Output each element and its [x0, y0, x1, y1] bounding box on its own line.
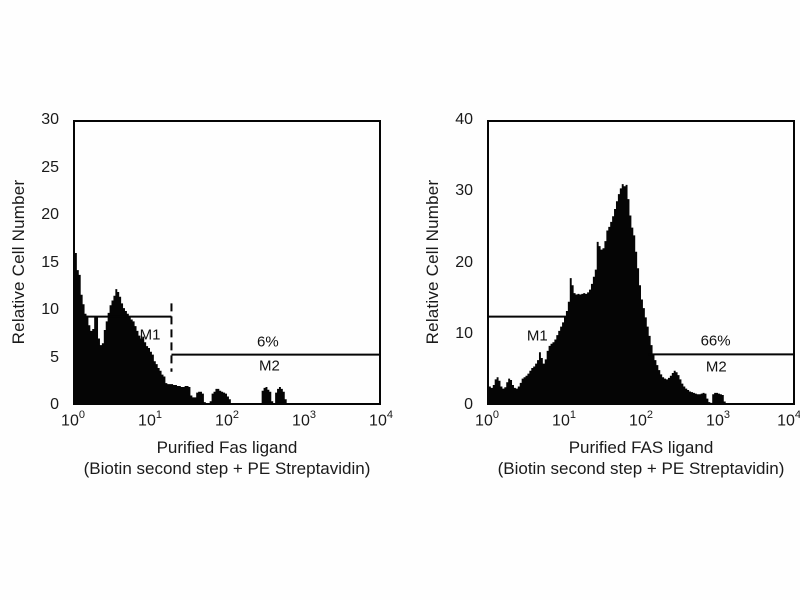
x-axis-tick-labels: 100 101 102 103 104: [475, 409, 800, 434]
plot-border: [487, 120, 795, 405]
x-tick-label: 102: [629, 409, 653, 430]
plot-area: M1 66% M2: [487, 120, 795, 405]
m1-gate-label: M1: [139, 326, 161, 344]
x-tick-label: 103: [706, 409, 730, 430]
y-tick-label: 30: [41, 111, 59, 128]
x-tick-label: 104: [369, 409, 393, 430]
x-tick-label: 103: [292, 409, 316, 430]
histogram-svg: [73, 120, 381, 405]
histogram-distribution: [487, 184, 795, 405]
m2-gate-label: M2: [705, 358, 727, 376]
x-tick-label: 100: [475, 409, 499, 430]
m1-gate-label: M1: [526, 327, 548, 345]
y-tick-label: 10: [41, 301, 59, 318]
plot-border: [73, 120, 381, 405]
y-tick-label: 5: [50, 348, 59, 366]
x-tick-label: 101: [138, 409, 162, 430]
x-tick-label: 104: [777, 409, 800, 430]
plot-area: M1 6% M2: [73, 120, 381, 405]
m2-percent-label: 66%: [700, 332, 731, 350]
y-tick-label: 0: [50, 396, 59, 413]
y-tick-label: 10: [455, 324, 473, 342]
x-axis-tick-labels: 100 101 102 103 104: [61, 409, 393, 434]
y-tick-label: 0: [464, 396, 473, 413]
y-axis-tick-labels: 30 25 20 15 10 5 0: [0, 111, 66, 413]
x-axis-sublabel: (Biotin second step + PE Streptavidin): [83, 459, 371, 478]
histogram-distribution: [73, 167, 381, 405]
panel-right-histogram: Relative Cell Number 40 30 20 10 0 M1 66% M2…: [414, 0, 800, 600]
x-axis-label: Purified FAS ligand: [568, 438, 714, 457]
x-tick-label: 102: [215, 409, 239, 430]
x-tick-label: 100: [61, 409, 85, 430]
y-tick-label: 15: [41, 253, 59, 271]
y-tick-label: 40: [455, 111, 473, 128]
x-axis-label: Purified Fas ligand: [156, 438, 298, 457]
y-tick-label: 20: [455, 253, 473, 271]
panel-left-histogram: Relative Cell Number 30 25 20 15 10 5 0 M1 6% …: [0, 111, 393, 478]
y-tick-label: 20: [41, 206, 59, 223]
y-tick-label: 30: [455, 182, 473, 200]
y-tick-label: 25: [41, 158, 59, 176]
y-axis-tick-labels: 40 30 20 10 0: [414, 111, 480, 413]
m2-gate-label: M2: [258, 357, 280, 375]
x-axis-sublabel: (Biotin second step + PE Streptavidin): [497, 459, 785, 478]
histogram-svg: [487, 120, 795, 405]
x-tick-label: 101: [552, 409, 576, 430]
m2-percent-label: 6%: [257, 333, 279, 351]
